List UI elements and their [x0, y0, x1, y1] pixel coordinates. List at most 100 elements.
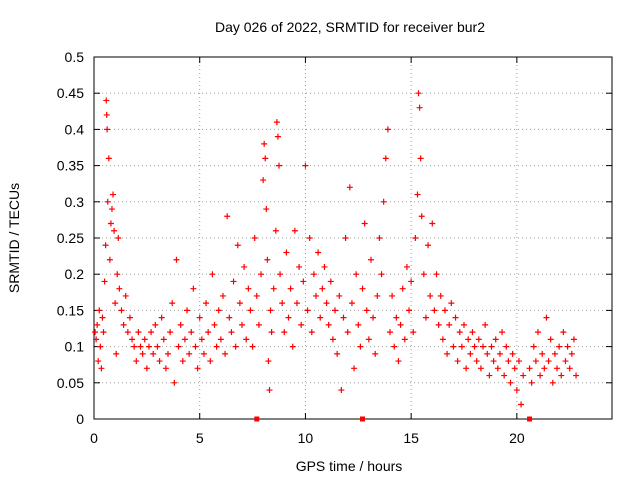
data-point	[528, 379, 535, 386]
data-point	[526, 365, 533, 372]
data-point	[437, 292, 444, 299]
data-point	[530, 343, 537, 350]
data-point	[110, 191, 117, 198]
data-point	[382, 155, 389, 162]
data-point	[160, 336, 167, 343]
data-point	[192, 343, 199, 350]
data-point	[232, 343, 239, 350]
chart-title: Day 026 of 2022, SRMTID for receiver bur…	[215, 19, 485, 35]
data-point	[165, 350, 171, 357]
data-point	[417, 155, 424, 162]
data-point	[420, 271, 427, 278]
data-point	[113, 350, 120, 357]
x-axis-label: GPS time / hours	[296, 458, 403, 474]
data-point	[273, 119, 280, 126]
data-point	[353, 271, 360, 278]
data-point	[418, 213, 425, 220]
data-point	[380, 198, 387, 205]
data-point	[270, 285, 277, 292]
data-point	[239, 321, 245, 328]
data-point	[560, 329, 567, 336]
data-point	[509, 350, 516, 357]
data-point	[541, 365, 548, 372]
data-point	[289, 343, 296, 350]
data-point	[486, 372, 493, 379]
data-point	[93, 336, 100, 343]
data-point	[467, 350, 474, 357]
data-point	[234, 242, 241, 249]
data-point	[448, 300, 455, 307]
data-point	[304, 307, 311, 314]
data-point	[450, 343, 457, 350]
data-point	[285, 314, 292, 321]
data-point	[277, 271, 284, 278]
data-point	[568, 350, 575, 357]
data-point	[488, 343, 495, 350]
data-point	[518, 401, 525, 408]
data-point	[283, 249, 290, 256]
data-point	[300, 278, 307, 285]
data-point	[511, 365, 518, 372]
data-point	[520, 372, 527, 379]
x-tick-label: 0	[90, 430, 98, 446]
data-point	[120, 321, 127, 328]
data-point	[496, 350, 503, 357]
data-point	[355, 321, 362, 328]
data-point	[539, 350, 546, 357]
data-point	[414, 191, 421, 198]
data-point	[351, 365, 358, 372]
y-tick-label: 0.2	[65, 266, 85, 282]
gap-marker	[527, 416, 533, 422]
data-point	[323, 300, 330, 307]
data-point	[456, 329, 463, 336]
data-point	[116, 285, 123, 292]
data-point	[573, 372, 580, 379]
data-point	[247, 307, 254, 314]
y-tick-label: 0.25	[57, 230, 84, 246]
data-point	[361, 220, 368, 227]
data-point	[444, 350, 451, 357]
data-point	[564, 343, 571, 350]
data-point	[287, 285, 294, 292]
data-point	[332, 307, 339, 314]
y-tick-label: 0.15	[57, 302, 84, 318]
data-point	[156, 358, 163, 365]
data-point	[139, 350, 146, 357]
data-point	[397, 321, 404, 328]
data-point	[106, 256, 113, 263]
data-point	[296, 263, 303, 270]
data-point	[406, 307, 413, 314]
data-point	[95, 358, 102, 365]
data-point	[267, 307, 274, 314]
data-point	[198, 336, 205, 343]
data-point	[249, 343, 256, 350]
data-point	[501, 372, 508, 379]
y-tick-label: 0	[76, 411, 84, 427]
data-point	[412, 235, 419, 241]
data-point	[129, 336, 136, 343]
data-point	[207, 358, 214, 365]
data-point	[98, 365, 105, 372]
data-point	[102, 242, 109, 249]
data-point	[543, 314, 550, 321]
data-point	[108, 206, 115, 213]
data-point	[92, 329, 99, 336]
data-point	[169, 300, 176, 307]
data-point	[228, 329, 235, 336]
data-point	[104, 198, 111, 205]
data-point	[258, 271, 265, 278]
x-tick-labels: 0 5 10 15 20	[90, 430, 525, 446]
data-point	[348, 300, 355, 307]
data-point	[461, 321, 467, 328]
data-point	[245, 285, 252, 292]
data-point	[190, 285, 197, 292]
data-point	[505, 358, 512, 365]
data-point	[194, 365, 201, 372]
data-point	[327, 278, 334, 285]
data-point	[463, 365, 470, 372]
data-point	[262, 155, 269, 162]
y-tick-label: 0.5	[65, 49, 85, 65]
data-point	[251, 235, 258, 241]
data-point	[431, 307, 438, 314]
data-point	[499, 329, 506, 336]
